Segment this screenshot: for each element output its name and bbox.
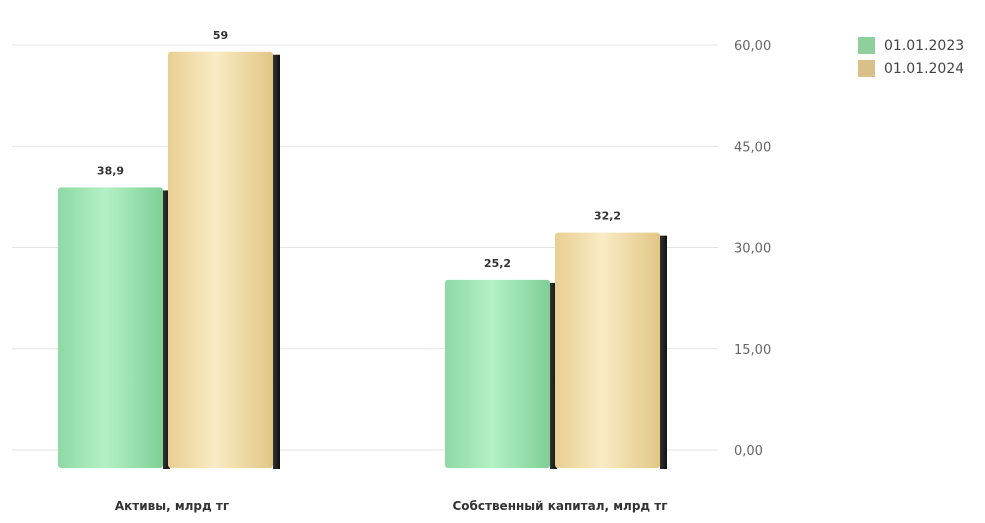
x-category-label: Активы, млрд тг: [115, 499, 229, 513]
y-tick-label: 15,00: [734, 343, 771, 358]
bar: [445, 279, 550, 468]
legend-swatch-2023: [858, 37, 875, 54]
legend-label-2024: 01.01.2024: [884, 60, 965, 77]
bars: [58, 51, 667, 470]
bar: [168, 51, 273, 468]
x-category-label: Собственный капитал, млрд тг: [452, 499, 667, 513]
y-tick-label: 45,00: [734, 140, 771, 155]
legend-item-2024: 01.01.2024: [858, 57, 964, 80]
data-label: 59: [213, 29, 228, 42]
bar: [58, 187, 163, 469]
y-tick-label: 60,00: [734, 39, 771, 54]
data-label: 25,2: [484, 257, 511, 270]
legend: 01.01.2023 01.01.2024: [858, 34, 964, 80]
bar: [555, 232, 660, 468]
legend-item-2023: 01.01.2023: [858, 34, 964, 57]
bar-side: [550, 282, 557, 469]
labels: 0,00 15,00 30,00 45,00 60,00 38,9 59 Активы, мл…: [97, 29, 771, 513]
data-label: 32,2: [594, 210, 621, 223]
y-tick-label: 30,00: [734, 242, 771, 257]
bar-side: [273, 54, 280, 469]
y-tick-label: 0,00: [734, 444, 763, 459]
data-label: 38,9: [97, 164, 124, 177]
bar-side: [163, 190, 170, 470]
legend-swatch-2024: [858, 60, 875, 77]
legend-label-2023: 01.01.2023: [884, 37, 965, 54]
bar-side: [660, 235, 667, 469]
